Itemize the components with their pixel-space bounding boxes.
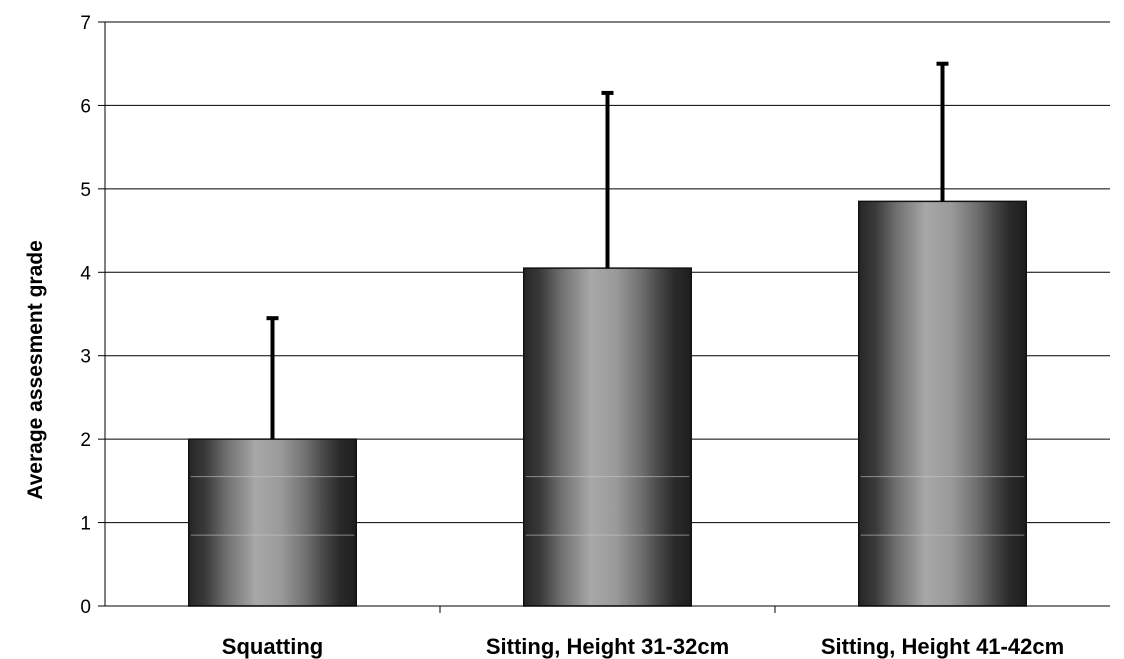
category-label-2: Sitting, Height 31-32cm (486, 634, 729, 659)
y-tick-label: 0 (80, 597, 91, 618)
bar-2 (523, 267, 692, 607)
y-tick-label: 6 (80, 96, 91, 117)
bars (188, 61, 1027, 607)
y-tick-label: 2 (80, 430, 91, 451)
y-tick-label: 5 (80, 180, 91, 201)
y-tick-labels: 0 1 2 3 4 5 6 7 (80, 13, 91, 618)
y-tick-label: 3 (80, 347, 91, 368)
category-label-1: Squatting (222, 634, 323, 659)
y-tick-label: 4 (80, 263, 91, 284)
y-tick-label: 7 (80, 13, 91, 34)
bar-1 (188, 438, 357, 607)
bar-3 (858, 200, 1027, 607)
y-axis-title: Average assesment grade (24, 240, 47, 500)
category-label-3: Sitting, Height 41-42cm (821, 634, 1064, 659)
axes (104, 22, 1110, 613)
category-labels: Squatting Sitting, Height 31-32cm Sitting,… (222, 634, 1064, 659)
y-tick-label: 1 (80, 514, 91, 535)
